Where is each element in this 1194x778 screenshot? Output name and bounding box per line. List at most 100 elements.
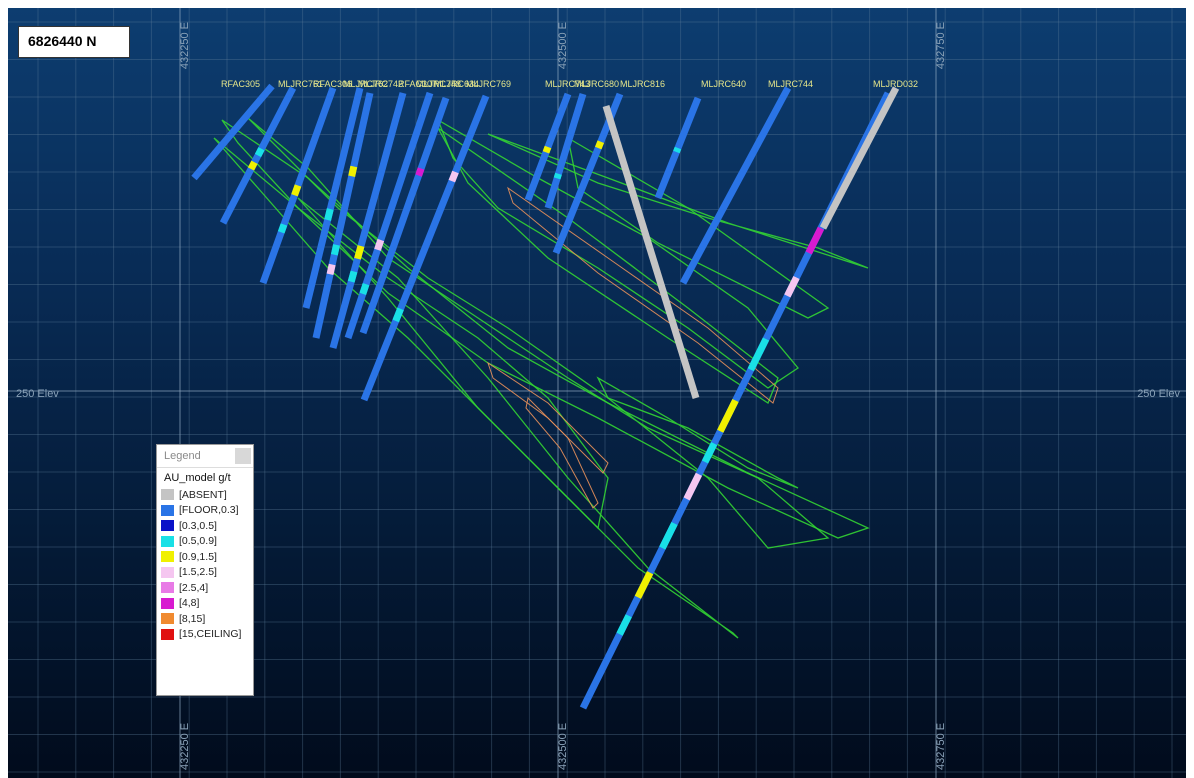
legend-swatch [161, 504, 174, 516]
legend-swatch [161, 628, 174, 640]
assay-interval [291, 184, 302, 197]
drillhole-trace [819, 86, 900, 230]
collar-label-rfac306[interactable]: RFAC306 [313, 79, 352, 89]
legend-swatch [161, 566, 174, 578]
ore-shell-outline [437, 127, 779, 404]
legend-item-label: [15,CEILING] [179, 628, 242, 641]
drillhole-traces [191, 83, 900, 710]
assay-interval [553, 172, 562, 180]
legend-item-0.3-0.5: [0.3,0.5] [157, 518, 253, 534]
drillhole-trace [679, 86, 792, 285]
collar-label-mljrd032[interactable]: MLJRD032 [873, 79, 918, 89]
assay-interval [805, 226, 825, 255]
legend-item-label: [ABSENT] [179, 488, 227, 501]
legend-item-label: [2.5,4] [179, 581, 209, 594]
easting-label-bottom-432500: 432500 E [557, 723, 569, 770]
collar-labels: RFAC305 MLJRC761 RFAC306 MLJRC762 MLJRC7… [221, 79, 918, 89]
assay-interval [330, 244, 340, 256]
assay-interval [659, 521, 678, 550]
drillhole-trace [602, 104, 700, 400]
legend-swatch [161, 535, 174, 547]
collar-label-rfac305[interactable]: RFAC305 [221, 79, 260, 89]
drillhole-trace [544, 92, 587, 210]
ore-shell-outline [297, 197, 739, 639]
legend-attribute-name: AU_model g/t [164, 472, 231, 484]
collar-label-mljrc680[interactable]: MLJRC680 [574, 79, 619, 89]
high-grade-shell-outline [525, 396, 599, 509]
legend-item-label: [4,8] [179, 597, 200, 610]
assay-interval [784, 275, 800, 298]
assay-interval [594, 140, 605, 150]
drillhole-trace [359, 96, 450, 335]
assay-interval [374, 238, 385, 251]
legend-panel[interactable]: Legend AU_model g/t [ABSENT] [FLOOR,0.3]… [156, 444, 254, 696]
legend-item-1.5-2.5: [1.5,2.5] [157, 565, 253, 581]
assay-interval [701, 441, 718, 464]
legend-header[interactable]: Legend [157, 445, 253, 468]
legend-close-icon[interactable] [235, 448, 251, 464]
legend-swatch [161, 597, 174, 609]
drillhole-trace [302, 87, 364, 309]
collar-label-mljrc761[interactable]: MLJRC761 [278, 79, 323, 89]
legend-item-0.9-1.5: [0.9,1.5] [157, 549, 253, 565]
legend-item-4-8: [4,8] [157, 596, 253, 612]
assay-interval [326, 263, 336, 276]
grid-labels: 432250 E 432500 E 432750 E 432250 E 4325… [16, 22, 1180, 770]
legend-swatch [161, 582, 174, 594]
assay-interval [673, 146, 682, 154]
drillhole-trace [344, 91, 434, 340]
ore-shell-outline [221, 119, 870, 539]
legend-swatch [161, 613, 174, 625]
high-grade-shell-outline [507, 186, 779, 404]
legend-title: Legend [164, 450, 201, 462]
legend-item-2.5-4: [2.5,4] [157, 580, 253, 596]
collar-label-mljrc634[interactable]: MLJRC634 [434, 79, 479, 89]
legend-item-absent: [ABSENT] [157, 487, 253, 503]
elevation-label-left: 250 Elev [16, 388, 59, 400]
assay-interval [542, 145, 552, 154]
ore-shell-outline [596, 376, 799, 489]
collar-label-mljrc743[interactable]: MLJRC743 [545, 79, 590, 89]
legend-items: [ABSENT] [FLOOR,0.3] [0.3,0.5] [0.5,0.9]… [157, 487, 253, 642]
ore-shell-outline [567, 136, 830, 319]
collar-label-mljrc744[interactable]: MLJRC744 [768, 79, 813, 89]
assay-interval [415, 167, 425, 177]
drillhole-trace [329, 92, 407, 349]
legend-item-label: [0.9,1.5] [179, 550, 217, 563]
easting-label-top-432250: 432250 E [179, 22, 191, 69]
assay-interval [277, 223, 288, 234]
drillhole-trace [191, 83, 275, 181]
collar-label-mljrc640[interactable]: MLJRC640 [701, 79, 746, 89]
section-northing-label: 6826440 N [18, 26, 130, 58]
legend-item-0.5-0.9: [0.5,0.9] [157, 534, 253, 550]
legend-item-label: [0.5,0.9] [179, 535, 217, 548]
easting-label-bottom-432250: 432250 E [179, 723, 191, 770]
collar-label-mljrc742[interactable]: MLJRC742 [358, 79, 403, 89]
assay-interval [254, 147, 265, 158]
ore-shell-outline [247, 117, 830, 549]
collar-label-mljrc816[interactable]: MLJRC816 [620, 79, 665, 89]
easting-label-top-432500: 432500 E [557, 22, 569, 69]
easting-label-top-432750: 432750 E [935, 22, 947, 69]
collar-label-rfac307[interactable]: RFAC307 [398, 79, 437, 89]
collar-label-mljrc769[interactable]: MLJRC769 [466, 79, 511, 89]
elevation-label-right: 250 Elev [1137, 388, 1180, 400]
legend-item-label: [1.5,2.5] [179, 566, 217, 579]
legend-item-label: [8,15] [179, 612, 206, 625]
legend-swatch [161, 520, 174, 532]
assay-interval [747, 337, 770, 372]
assay-interval [392, 307, 404, 323]
collar-label-mljrc748[interactable]: MLJRC748 [416, 79, 461, 89]
section-view[interactable]: 432250 E 432500 E 432750 E 432250 E 4325… [8, 8, 1186, 778]
collar-label-mljrc762[interactable]: MLJRC762 [343, 79, 388, 89]
ore-shell-outline [436, 118, 799, 389]
assay-interval [247, 160, 258, 171]
drillhole-trace [360, 94, 490, 402]
assay-interval [354, 245, 365, 260]
assay-interval [616, 614, 632, 636]
ore-wireframes [213, 117, 870, 639]
section-viewport[interactable]: 432250 E 432500 E 432750 E 432250 E 4325… [8, 8, 1186, 778]
drillhole-trace [312, 92, 374, 339]
legend-item-label: [FLOOR,0.3] [179, 504, 239, 517]
assay-interval [683, 472, 703, 501]
